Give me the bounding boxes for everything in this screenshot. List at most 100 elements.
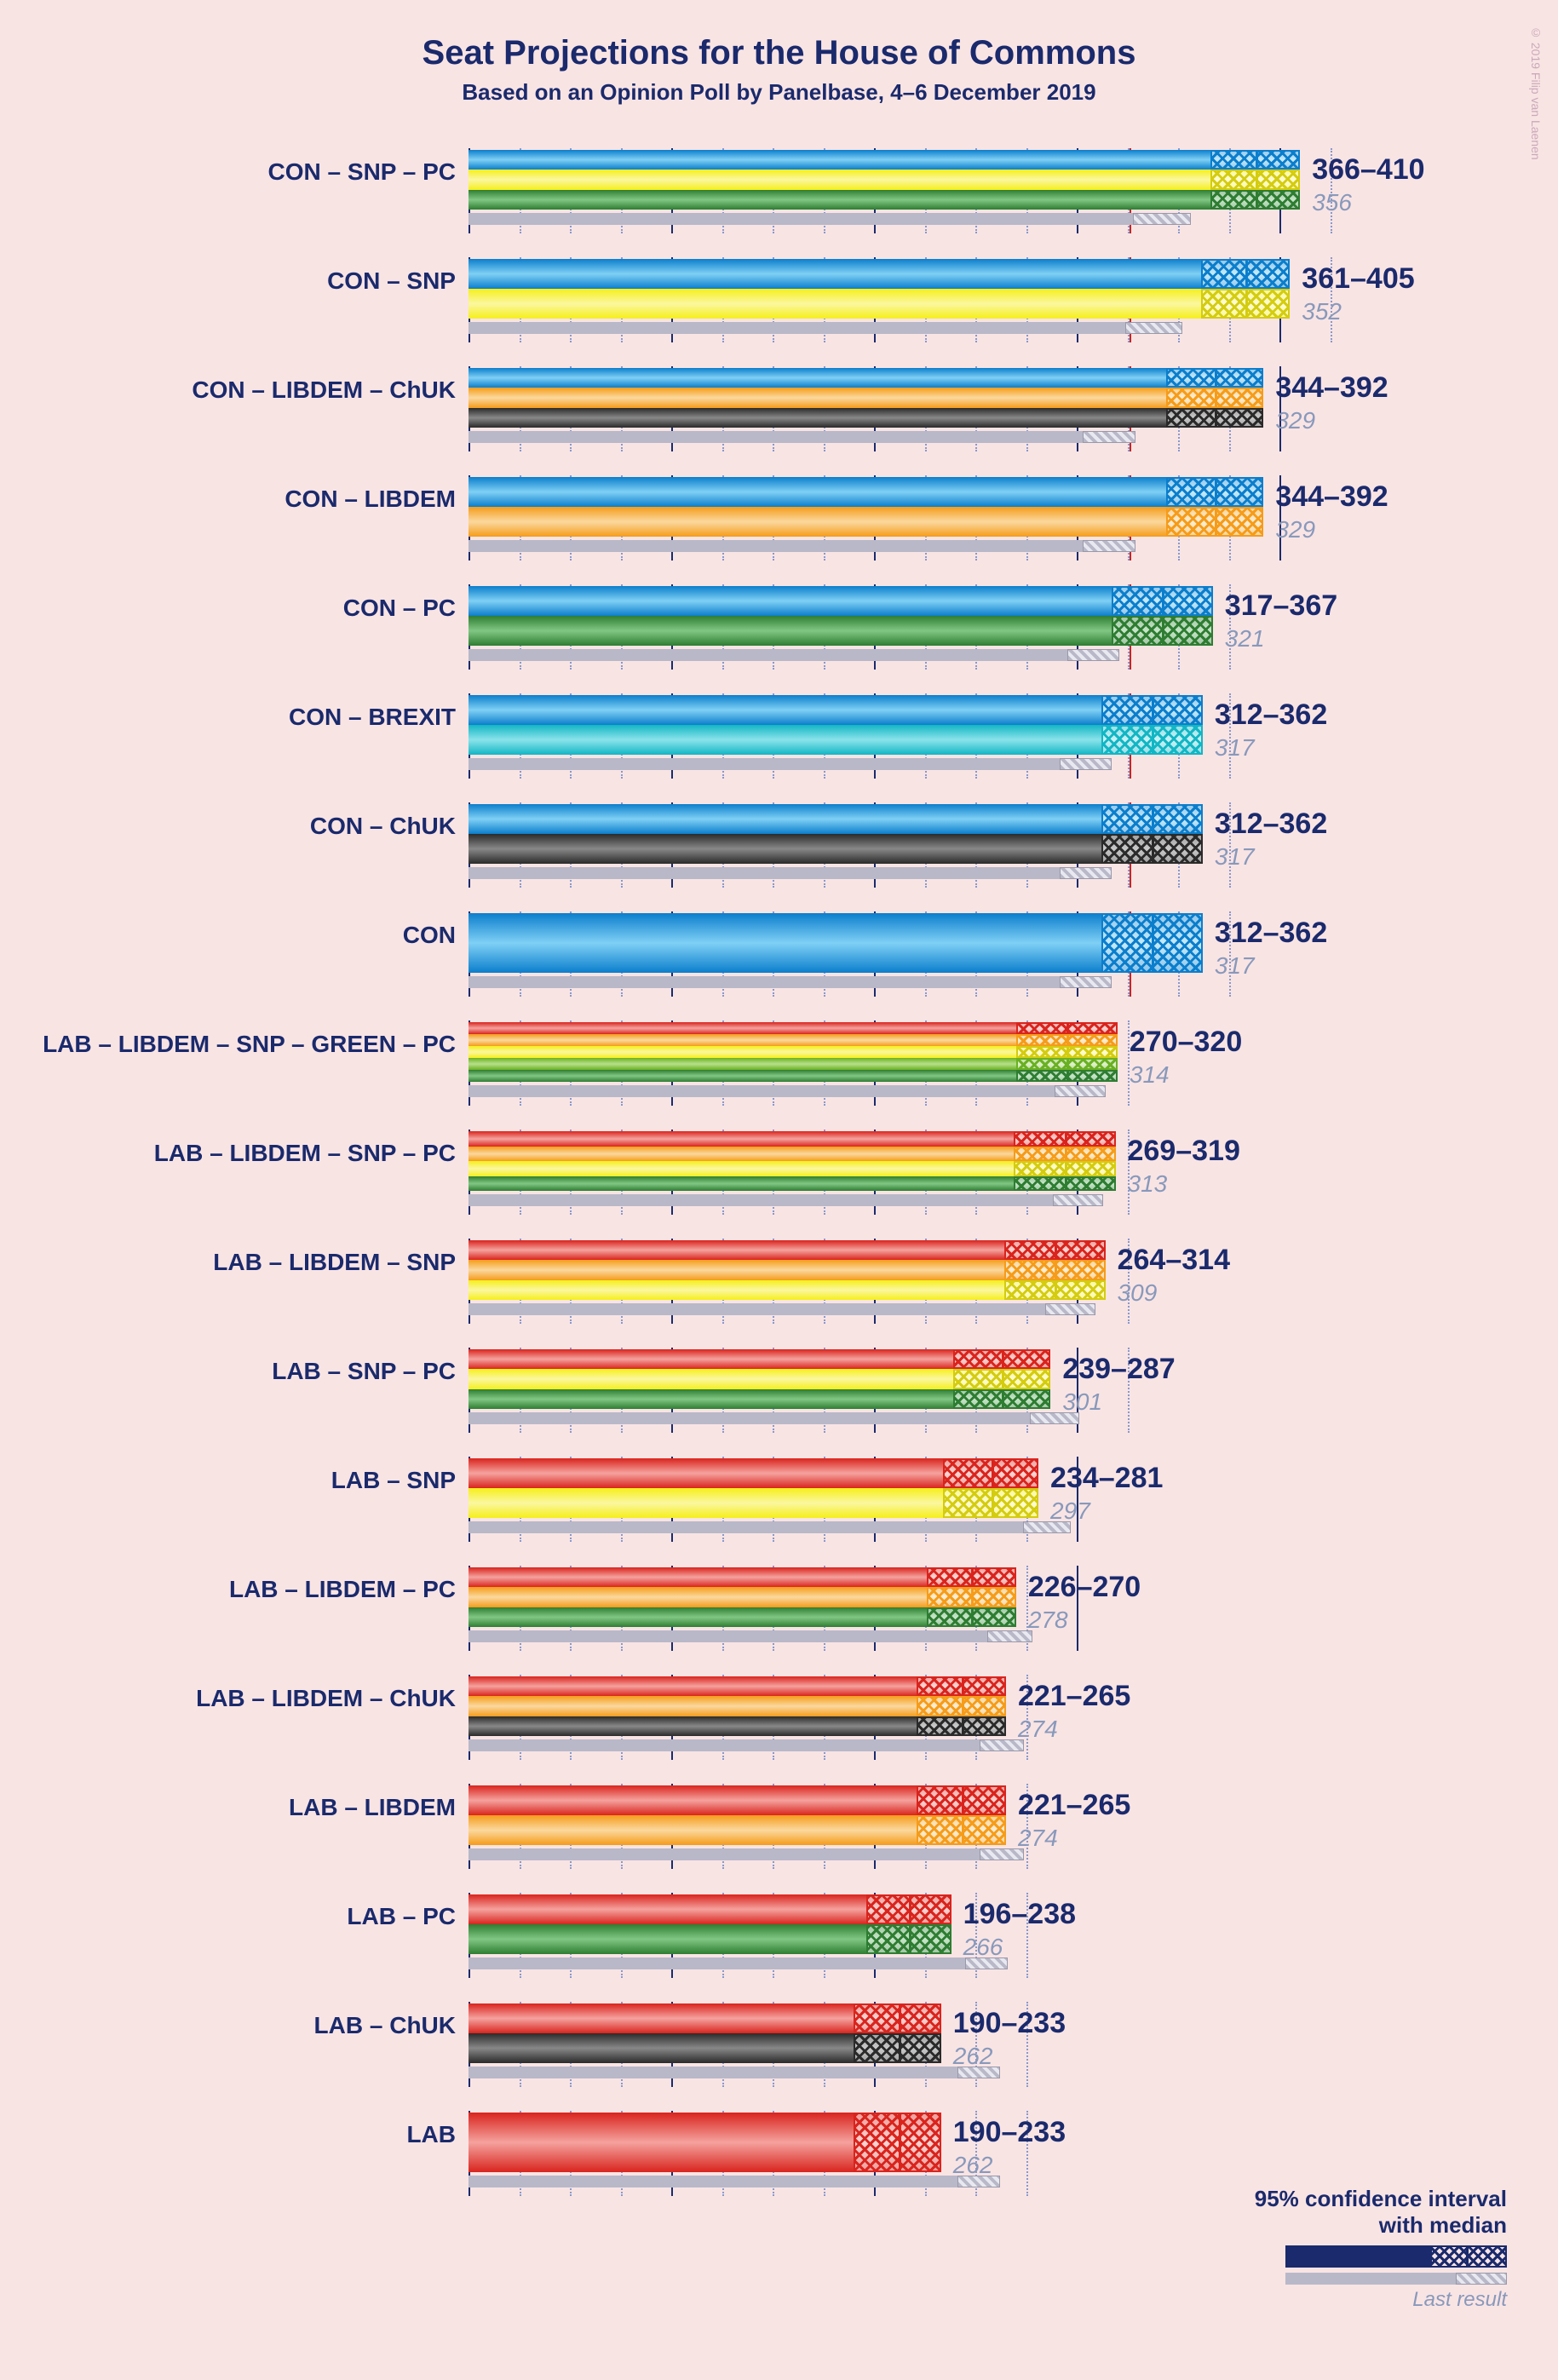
last-result-bar xyxy=(469,1739,980,1751)
coalition-label: LAB – LIBDEM – SNP – GREEN – PC xyxy=(30,1031,456,1058)
party-bar-chuk xyxy=(469,408,1263,428)
party-bar-pc xyxy=(469,1924,951,1954)
range-text: 366–410 xyxy=(1312,153,1424,187)
coalition-row: CON312–362317 xyxy=(469,911,1320,997)
range-text: 190–233 xyxy=(953,2007,1066,2040)
legend-last-text: Last result xyxy=(1255,2288,1507,2312)
range-text: 269–319 xyxy=(1128,1135,1240,1168)
party-bar-snp xyxy=(469,1161,1116,1176)
party-bar-chuk xyxy=(469,2033,941,2063)
party-bar-lab xyxy=(469,2113,941,2172)
coalition-label: CON – SNP xyxy=(30,267,456,295)
party-bar-snp xyxy=(469,170,1300,189)
coalition-label: CON – BREXIT xyxy=(30,704,456,731)
coalition-label: CON – LIBDEM xyxy=(30,486,456,513)
last-result-bar xyxy=(469,322,1125,334)
last-result-text: 317 xyxy=(1215,843,1255,871)
party-bar-con xyxy=(469,586,1213,616)
last-result-bar xyxy=(469,1521,1023,1533)
last-result-text: 329 xyxy=(1275,407,1315,434)
coalition-label: LAB – LIBDEM – PC xyxy=(30,1576,456,1603)
last-result-bar xyxy=(469,976,1060,988)
coalition-row: CON – PC317–367321 xyxy=(469,584,1320,670)
coalition-label: LAB – ChUK xyxy=(30,2012,456,2039)
party-bar-snp xyxy=(469,1046,1118,1058)
party-bar-lab xyxy=(469,1458,1038,1488)
last-result-text: 356 xyxy=(1312,189,1352,216)
last-result-text: 321 xyxy=(1225,625,1265,652)
coalition-label: CON – ChUK xyxy=(30,813,456,840)
chart-subtitle: Based on an Opinion Poll by Panelbase, 4… xyxy=(26,79,1532,106)
last-result-text: 274 xyxy=(1018,1825,1058,1852)
coalition-row: CON – LIBDEM344–392329 xyxy=(469,475,1320,561)
coalition-label: CON xyxy=(30,922,456,949)
party-bar-pc xyxy=(469,1607,1016,1627)
party-bar-libdem xyxy=(469,507,1263,537)
range-text: 190–233 xyxy=(953,2116,1066,2149)
party-bar-lab xyxy=(469,1676,1006,1696)
range-text: 344–392 xyxy=(1275,371,1388,405)
coalition-label: LAB xyxy=(30,2121,456,2148)
last-result-bar xyxy=(469,2176,957,2187)
coalition-label: LAB – PC xyxy=(30,1903,456,1930)
last-result-bar xyxy=(469,1630,987,1642)
coalition-label: CON – SNP – PC xyxy=(30,158,456,186)
party-bar-chuk xyxy=(469,1716,1006,1736)
party-bar-pc xyxy=(469,190,1300,210)
party-bar-brexit xyxy=(469,725,1203,755)
party-bar-con xyxy=(469,913,1203,973)
range-text: 361–405 xyxy=(1302,262,1414,296)
last-result-text: 329 xyxy=(1275,516,1315,543)
coalition-label: LAB – SNP – PC xyxy=(30,1358,456,1385)
party-bar-con xyxy=(469,150,1300,170)
coalition-row: LAB – SNP – PC239–287301 xyxy=(469,1348,1320,1433)
party-bar-con xyxy=(469,259,1290,289)
coalition-row: CON – LIBDEM – ChUK344–392329 xyxy=(469,366,1320,451)
coalition-label: LAB – LIBDEM – SNP – PC xyxy=(30,1140,456,1167)
party-bar-lab xyxy=(469,1567,1016,1587)
party-bar-libdem xyxy=(469,1147,1116,1162)
party-bar-pc xyxy=(469,1176,1116,1192)
chart-title: Seat Projections for the House of Common… xyxy=(26,34,1532,72)
range-text: 221–265 xyxy=(1018,1680,1130,1713)
party-bar-libdem xyxy=(469,388,1263,407)
last-result-bar xyxy=(469,1412,1030,1424)
last-result-bar xyxy=(469,1085,1055,1097)
party-bar-lab xyxy=(469,1240,1106,1260)
last-result-bar xyxy=(469,2067,957,2078)
coalition-label: LAB – LIBDEM xyxy=(30,1794,456,1821)
last-result-text: 274 xyxy=(1018,1716,1058,1743)
last-result-bar xyxy=(469,758,1060,770)
party-bar-con xyxy=(469,804,1203,834)
coalition-row: LAB – LIBDEM – ChUK221–265274 xyxy=(469,1675,1320,1760)
legend-ci-bar xyxy=(1285,2245,1507,2268)
coalition-row: LAB – LIBDEM – PC226–270278 xyxy=(469,1566,1320,1651)
party-bar-con xyxy=(469,368,1263,388)
last-result-text: 297 xyxy=(1050,1498,1090,1525)
party-bar-libdem xyxy=(469,1696,1006,1716)
coalition-row: LAB – ChUK190–233262 xyxy=(469,2002,1320,2087)
coalition-row: CON – BREXIT312–362317 xyxy=(469,693,1320,779)
party-bar-libdem xyxy=(469,1815,1006,1845)
coalition-label: CON – LIBDEM – ChUK xyxy=(30,377,456,404)
party-bar-snp xyxy=(469,289,1290,319)
party-bar-chuk xyxy=(469,834,1203,864)
party-bar-lab xyxy=(469,1894,951,1924)
party-bar-pc xyxy=(469,616,1213,646)
party-bar-lab xyxy=(469,1131,1116,1147)
range-text: 270–320 xyxy=(1130,1026,1242,1059)
last-result-text: 309 xyxy=(1118,1279,1158,1307)
party-bar-libdem xyxy=(469,1260,1106,1279)
last-result-bar xyxy=(469,1303,1045,1315)
coalition-row: LAB – PC196–238266 xyxy=(469,1893,1320,1978)
last-result-bar xyxy=(469,867,1060,879)
range-text: 234–281 xyxy=(1050,1462,1163,1495)
party-bar-con xyxy=(469,477,1263,507)
last-result-bar xyxy=(469,1957,965,1969)
party-bar-libdem xyxy=(469,1034,1118,1046)
coalition-row: LAB190–233262 xyxy=(469,2111,1320,2196)
chart-area: CON – SNP – PC366–410356CON – SNP361–405… xyxy=(469,148,1320,2196)
range-text: 221–265 xyxy=(1018,1789,1130,1822)
last-result-text: 313 xyxy=(1128,1170,1168,1198)
last-result-text: 314 xyxy=(1130,1061,1170,1089)
